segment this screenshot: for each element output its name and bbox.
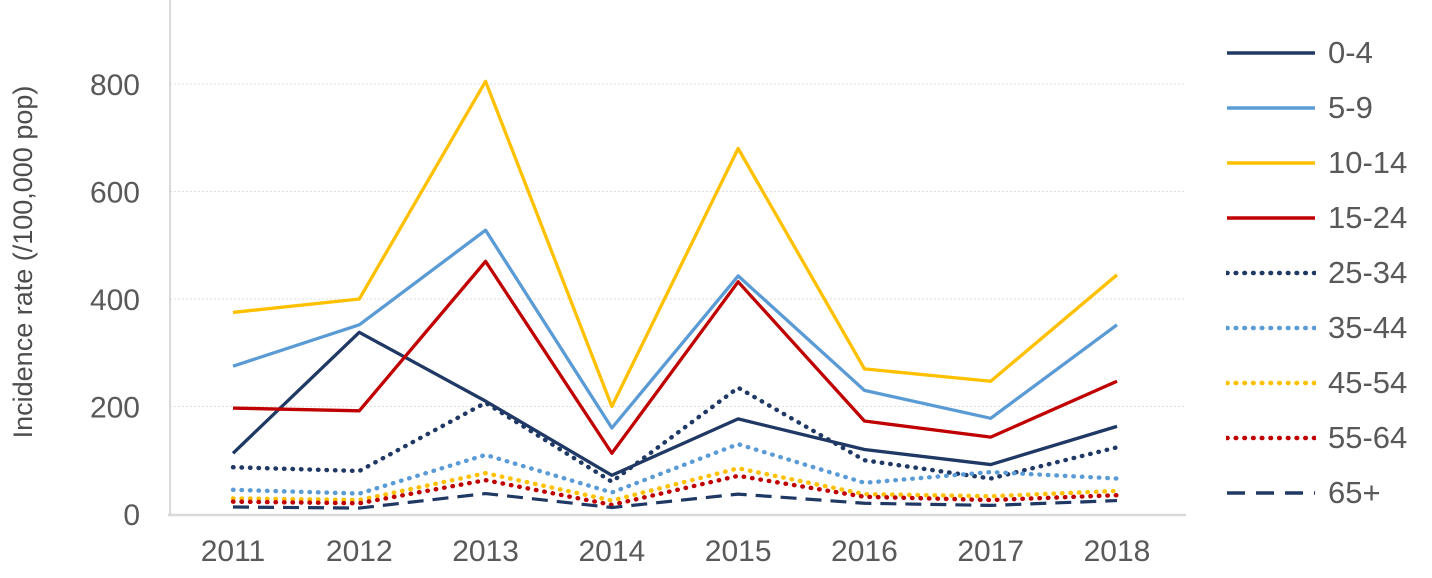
y-tick-label-0: 0 [123,499,140,532]
series-line-45-54 [230,466,1120,503]
legend-label: 10-14 [1328,145,1408,180]
x-tick-label-2014: 2014 [578,535,645,568]
gridlines [170,83,1186,407]
legend-label: 65+ [1328,475,1381,510]
series-line-55-64 [230,473,1120,508]
legend-line-sample [1226,380,1316,385]
legend-label: 45-54 [1328,365,1408,400]
legend-line-sample [1227,50,1315,55]
x-tick-label-2013: 2013 [452,535,519,568]
x-tick-label-2011: 2011 [201,535,266,568]
series-line-15-24 [232,259,1118,455]
y-tick-label-800: 800 [90,69,140,102]
series-line-65+ [232,491,1118,510]
legend-item-65+: 65+ [1226,465,1407,520]
series-line-5-9 [232,228,1118,430]
legend-item-15-24: 15-24 [1226,190,1407,245]
series-line-10-14 [232,79,1119,409]
legend-label: 15-24 [1328,200,1408,235]
series-line-0-4 [231,330,1118,477]
legend-line-sample [1226,435,1316,440]
legend-item-5-9: 5-9 [1226,80,1407,135]
y-tick-label-400: 400 [90,284,140,317]
legend-label: 0-4 [1328,35,1373,70]
legend-label: 35-44 [1328,310,1408,345]
y-tick-label-600: 600 [90,177,140,210]
legend-item-35-44: 35-44 [1226,300,1407,355]
x-tick-label-2018: 2018 [1084,535,1151,568]
x-tick-label-2017: 2017 [957,535,1024,568]
legend-line-sample [1227,105,1315,110]
y-axis-title: Incidence rate (/100,000 pop) [8,86,38,439]
legend-line-sample [1226,270,1316,275]
legend-label: 5-9 [1328,90,1373,125]
legend-item-55-64: 55-64 [1226,410,1407,465]
legend-label: 55-64 [1328,420,1408,455]
legend-line-sample [1227,160,1315,165]
y-tick-label-200: 200 [90,392,140,425]
legend-item-0-4: 0-4 [1226,25,1407,80]
axes [168,0,1186,517]
legend-line-sample [1227,490,1315,495]
legend-item-25-34: 25-34 [1226,245,1407,300]
chart-legend: 0-4 5-9 10-14 15-24 25-34 35-44 45-54 55-64 65+ [1226,25,1407,520]
legend-line-sample [1226,325,1316,330]
x-tick-label-2016: 2016 [831,535,898,568]
series-line-35-44 [230,441,1120,496]
legend-item-10-14: 10-14 [1226,135,1407,190]
legend-item-45-54: 45-54 [1226,355,1407,410]
chart-plot-area: Incidence rate (/100,000 pop) 0 200 400 600… [8,0,1186,568]
series-lines [230,79,1120,510]
legend-label: 25-34 [1328,255,1408,290]
tick-labels: 0 200 400 600 800 2011 2012 2013 2014 2015 2016 201… [90,69,1150,568]
x-tick-label-2012: 2012 [326,535,393,568]
x-tick-label-2015: 2015 [705,535,772,568]
legend-line-sample [1227,215,1315,220]
